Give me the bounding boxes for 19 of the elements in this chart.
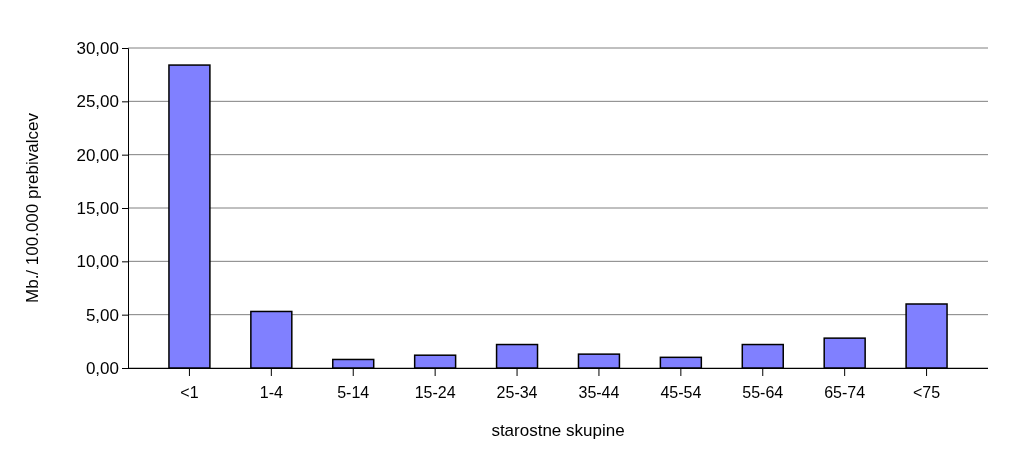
y-tick-label: 30,00 — [76, 38, 119, 58]
y-tick-label: 10,00 — [76, 252, 119, 272]
y-tick-label: 5,00 — [85, 305, 119, 325]
x-tick-label: <1 — [180, 384, 199, 402]
x-tick-label: 15-24 — [414, 384, 456, 402]
x-tick-label: 65-74 — [824, 384, 866, 402]
y-tick-label: 15,00 — [76, 198, 119, 218]
y-tick-label: 25,00 — [76, 92, 119, 112]
x-axis-title: starostne skupine — [491, 421, 625, 440]
x-tick-label: 55-64 — [742, 384, 784, 402]
x-tick-label: 45-54 — [660, 384, 702, 402]
x-tick-label: 1-4 — [259, 384, 283, 402]
x-tick-label: <75 — [913, 384, 941, 402]
y-tick-label: 20,00 — [76, 145, 119, 165]
y-axis-title: Mb./ 100.000 prebivalcev — [23, 112, 42, 303]
x-tick-label: 25-34 — [496, 384, 538, 402]
x-tick-label: 35-44 — [578, 384, 620, 402]
y-tick-label: 0,00 — [85, 358, 119, 378]
x-tick-label: 5-14 — [337, 384, 370, 402]
